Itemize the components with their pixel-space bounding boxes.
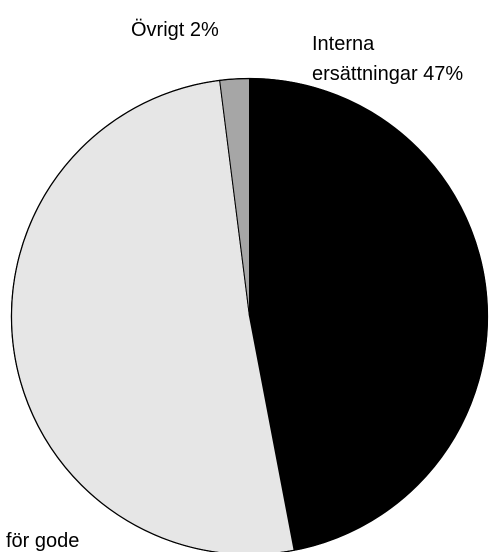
pie-slice-interna-ersattningar-47: [249, 78, 488, 551]
slice-label-for-gode: för gode: [6, 530, 79, 552]
slices-layer: [10, 78, 488, 552]
labels-layer: Övrigt 2% Interna ersättningar 47% för g…: [6, 19, 463, 552]
slice-label-interna-line-2: ersättningar 47%: [312, 63, 463, 85]
slice-label-ovrigt: Övrigt 2%: [131, 19, 219, 41]
slice-label-interna: Interna ersättningar 47%: [312, 33, 463, 85]
slice-label-for-gode-line-1: för gode: [6, 530, 79, 552]
slice-label-ovrigt-line-1: Övrigt 2%: [131, 19, 219, 41]
slice-label-interna-line-1: Interna: [312, 33, 375, 55]
pie-outline: [10, 77, 489, 552]
